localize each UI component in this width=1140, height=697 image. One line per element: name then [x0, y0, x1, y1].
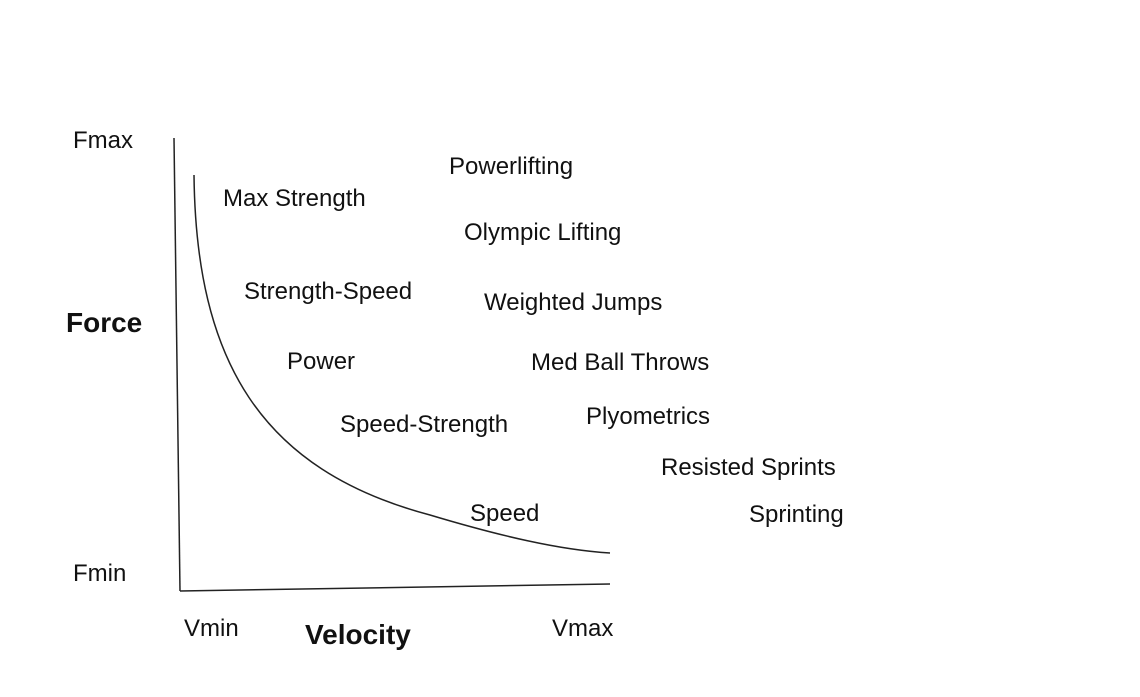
- method-weighted-jumps: Weighted Jumps: [484, 289, 663, 316]
- zone-power: Power: [287, 348, 356, 375]
- x-max-label: Vmax: [552, 615, 614, 642]
- zone-speed-strength: Speed-Strength: [340, 411, 509, 438]
- method-olympic-lifting: Olympic Lifting: [464, 219, 622, 246]
- zone-max-strength: Max Strength: [223, 185, 366, 212]
- x-axis-line: [179, 583, 611, 592]
- method-sprinting: Sprinting: [749, 501, 844, 528]
- method-powerlifting: Powerlifting: [449, 153, 574, 180]
- x-min-label: Vmin: [184, 615, 239, 642]
- method-plyometrics: Plyometrics: [586, 403, 711, 430]
- force-velocity-curve: [193, 174, 611, 554]
- y-axis-line: [173, 137, 181, 592]
- y-max-label: Fmax: [73, 127, 133, 154]
- y-min-label: Fmin: [73, 560, 127, 587]
- x-axis-title: Velocity: [305, 619, 411, 650]
- method-med-ball-throws: Med Ball Throws: [531, 349, 710, 376]
- y-axis-title: Force: [66, 307, 143, 338]
- method-resisted-sprints: Resisted Sprints: [661, 454, 836, 481]
- zone-strength-speed: Strength-Speed: [244, 278, 413, 305]
- zone-speed: Speed: [470, 500, 540, 527]
